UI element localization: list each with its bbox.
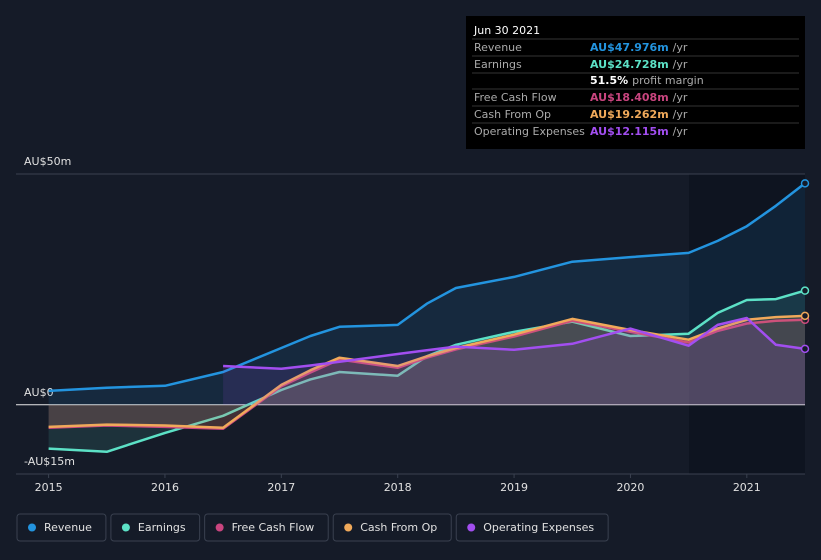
legend-label: Earnings: [138, 521, 186, 534]
legend-box[interactable]: [110, 513, 201, 542]
series-line: [48, 314, 806, 430]
tooltip-margin-label: profit margin: [632, 74, 704, 87]
tooltip-unit: /yr: [673, 91, 688, 104]
series-area: [48, 290, 806, 452]
y-tick-label: -AU$15m: [24, 455, 75, 468]
series-area: [48, 183, 806, 405]
end-point: [800, 311, 810, 321]
tooltip-label: Operating Expenses: [474, 125, 585, 138]
tooltip-unit: /yr: [673, 41, 688, 54]
tooltip-label: Earnings: [474, 58, 522, 71]
tooltip-value: AU$12.115m: [590, 125, 669, 138]
tooltip-margin-value: 51.5%: [590, 74, 628, 87]
x-tick-label: 2017: [267, 481, 295, 494]
legend-swatch: [28, 523, 36, 532]
series-area: [48, 315, 806, 428]
end-point: [800, 344, 810, 354]
series-line: [48, 289, 806, 454]
legend-item[interactable]: Revenue: [16, 513, 107, 542]
y-tick-label: AU$50m: [24, 155, 71, 168]
end-point: [800, 179, 810, 188]
tooltip-unit: /yr: [673, 58, 688, 71]
tooltip-box: [466, 16, 805, 149]
tooltip-label: Revenue: [474, 41, 522, 54]
legend-swatch: [215, 523, 224, 532]
tooltip-date: Jun 30 2021: [473, 24, 540, 37]
legend-label: Revenue: [44, 521, 92, 534]
x-tick-label: 2018: [384, 481, 412, 494]
series-line: [48, 182, 806, 393]
legend-swatch: [121, 523, 130, 532]
legend-item[interactable]: Operating Expenses: [455, 513, 609, 542]
legend-swatch: [467, 523, 476, 532]
legend-box[interactable]: [204, 513, 329, 542]
x-tick-label: 2020: [616, 481, 644, 494]
x-tick-label: 2016: [151, 481, 179, 494]
tooltip-value: AU$47.976m: [590, 41, 669, 54]
x-tick-label: 2021: [733, 481, 761, 494]
series-area: [223, 318, 806, 405]
series-line: [223, 316, 806, 371]
x-tick-label: 2019: [500, 481, 528, 494]
legend-label: Free Cash Flow: [232, 521, 315, 534]
legend-item[interactable]: Free Cash Flow: [204, 513, 329, 542]
tooltip-unit: /yr: [673, 125, 688, 138]
legend-item[interactable]: Cash From Op: [332, 513, 452, 542]
tooltip-value: AU$24.728m: [590, 58, 669, 71]
x-tick-label: 2015: [35, 481, 63, 494]
series-area: [48, 319, 806, 429]
legend-label: Cash From Op: [360, 521, 437, 534]
legend-item[interactable]: Earnings: [110, 513, 201, 542]
tooltip-label: Cash From Op: [474, 108, 551, 121]
legend-swatch: [344, 523, 353, 532]
tooltip: Jun 30 2021 Revenue AU$47.976m/yr Earnings A…: [466, 16, 805, 149]
legend-box[interactable]: [332, 513, 452, 542]
tooltip-value: AU$18.408m: [590, 91, 669, 104]
end-point: [800, 286, 810, 295]
tooltip-label: Free Cash Flow: [474, 91, 557, 104]
legend-box[interactable]: [455, 513, 609, 542]
legend-box[interactable]: [16, 513, 107, 542]
y-tick-label: AU$0: [24, 386, 54, 399]
tooltip-unit: /yr: [673, 108, 688, 121]
legend-label: Operating Expenses: [483, 521, 594, 534]
tooltip-value: AU$19.262m: [590, 108, 669, 121]
